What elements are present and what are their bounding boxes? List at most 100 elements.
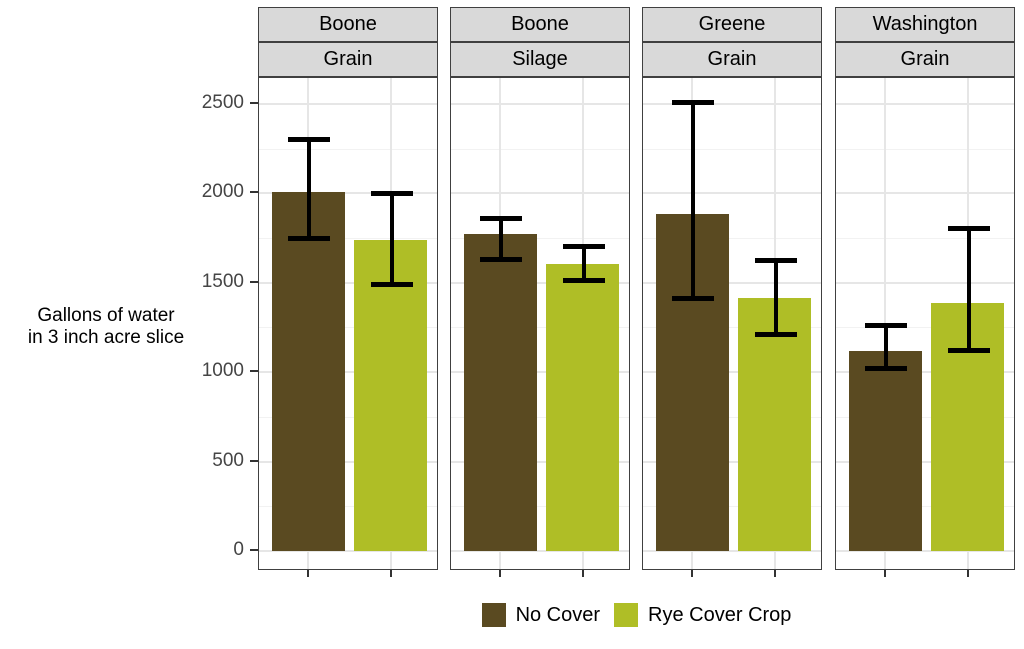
error-bar-cap-bottom-rye-cover-crop [948, 348, 991, 354]
y-tick-label-0: 0 [233, 538, 244, 560]
gridline-major-2500 [643, 102, 821, 105]
gridline-major-1500 [451, 281, 629, 284]
gridline-major-1000 [259, 371, 437, 374]
error-bar-line-rye-cover-crop [774, 260, 779, 335]
error-bar-line-no-cover [691, 102, 696, 299]
gridline-minor-1250 [451, 327, 629, 329]
x-tick-mark-greene-grain-1 [774, 570, 777, 577]
gridline-major-0 [451, 549, 629, 552]
facet-strip-county-washington: Washington [835, 7, 1015, 42]
error-bar-cap-bottom-rye-cover-crop [755, 332, 798, 338]
gridline-major-0 [643, 549, 821, 552]
gridline-major-500 [451, 460, 629, 463]
error-bar-cap-bottom-rye-cover-crop [371, 282, 414, 288]
gridline-major-500 [643, 460, 821, 463]
error-bar-cap-top-rye-cover-crop [755, 257, 798, 263]
error-bar-cap-bottom-rye-cover-crop [563, 278, 606, 284]
error-bar-cap-top-rye-cover-crop [563, 243, 606, 249]
x-tick-mark-boone-grain-1 [390, 570, 393, 577]
facet-panel-boone-silage [450, 77, 630, 570]
gridline-major-0 [836, 549, 1014, 552]
gridline-major-500 [836, 460, 1014, 463]
y-tick-label-1500: 1500 [201, 270, 244, 292]
error-bar-cap-top-no-cover [480, 215, 523, 221]
y-tick-mark-0 [250, 548, 258, 551]
y-tick-mark-500 [250, 459, 258, 462]
y-axis-title-line2: in 3 inch acre slice [27, 327, 185, 348]
error-bar-cap-top-no-cover [672, 99, 715, 105]
y-tick-label-500: 500 [212, 449, 244, 471]
facet-panel-greene-grain [642, 77, 822, 570]
x-tick-mark-boone-silage-1 [582, 570, 585, 577]
bar-no-cover [848, 350, 922, 551]
y-tick-mark-2000 [250, 191, 258, 194]
error-bar-line-no-cover [307, 139, 312, 239]
x-tick-mark-boone-silage-0 [499, 570, 502, 577]
error-bar-cap-bottom-no-cover [480, 256, 523, 262]
error-bar-line-rye-cover-crop [390, 193, 395, 285]
legend-item-no-cover: No Cover [481, 603, 601, 627]
error-bar-cap-bottom-no-cover [288, 235, 331, 241]
bar-rye-cover-crop [546, 263, 620, 551]
gridline-major-2500 [451, 102, 629, 105]
error-bar-line-rye-cover-crop [582, 246, 587, 281]
gridline-minor-750 [259, 416, 437, 418]
bar-rye-cover-crop [738, 297, 812, 551]
x-tick-mark-washington-grain-0 [884, 570, 887, 577]
error-bar-line-rye-cover-crop [967, 228, 972, 351]
gridline-minor-1750 [836, 238, 1014, 240]
gridline-minor-1750 [451, 238, 629, 240]
gridline-minor-750 [836, 416, 1014, 418]
bar-no-cover [463, 233, 537, 551]
facet-strip-county-boone: Boone [258, 7, 438, 42]
gridline-major-2000 [836, 192, 1014, 195]
y-axis-title: Gallons of water in 3 inch acre slice [0, 305, 212, 349]
gridline-minor-1250 [643, 327, 821, 329]
y-tick-label-1000: 1000 [201, 360, 244, 382]
legend-label-no-cover: No Cover [515, 604, 601, 626]
facet-strip-county-greene: Greene [642, 7, 822, 42]
facet-panel-washington-grain [835, 77, 1015, 570]
bar-no-cover [271, 191, 345, 551]
gridline-major-1500 [643, 281, 821, 284]
gridline-minor-2250 [643, 148, 821, 150]
gridline-minor-250 [259, 506, 437, 508]
legend-item-rye-cover-crop: Rye Cover Crop [614, 603, 791, 627]
gridline-major-0 [259, 549, 437, 552]
y-tick-mark-2500 [250, 101, 258, 104]
y-tick-label-2500: 2500 [201, 91, 244, 113]
facet-strip-crop-grain: Grain [258, 42, 438, 77]
legend-swatch-no-cover [481, 603, 506, 627]
error-bar-line-no-cover [884, 325, 889, 369]
gridline-major-1000 [451, 371, 629, 374]
gridline-major-2000 [451, 192, 629, 195]
facet-strip-crop-grain: Grain [642, 42, 822, 77]
y-tick-mark-1500 [250, 280, 258, 283]
gridline-major-2500 [836, 102, 1014, 105]
gridline-major-1000 [643, 371, 821, 374]
legend: No Cover Rye Cover Crop [258, 603, 1015, 627]
error-bar-cap-top-no-cover [865, 323, 908, 329]
error-bar-cap-top-no-cover [288, 137, 331, 143]
x-tick-mark-boone-grain-0 [307, 570, 310, 577]
y-axis-title-line1: Gallons of water [37, 305, 175, 326]
legend-swatch-rye-cover-crop [614, 603, 639, 627]
gridline-major-2000 [643, 192, 821, 195]
legend-label-rye-cover-crop: Rye Cover Crop [648, 604, 792, 626]
gridline-major-2000 [259, 192, 437, 195]
facet-strip-county-boone: Boone [450, 7, 630, 42]
gridline-minor-1250 [259, 327, 437, 329]
gridline-major-1000 [836, 371, 1014, 374]
gridline-major-2500 [259, 102, 437, 105]
gridline-minor-750 [451, 416, 629, 418]
error-bar-cap-top-rye-cover-crop [948, 225, 991, 231]
y-tick-mark-1000 [250, 370, 258, 373]
gridline-major-1500 [836, 281, 1014, 284]
gridline-minor-2250 [259, 148, 437, 150]
gridline-minor-2250 [451, 148, 629, 150]
bar-rye-cover-crop [354, 239, 428, 551]
gridline-minor-2250 [836, 148, 1014, 150]
error-bar-cap-top-rye-cover-crop [371, 190, 414, 196]
gridline-minor-1750 [643, 238, 821, 240]
